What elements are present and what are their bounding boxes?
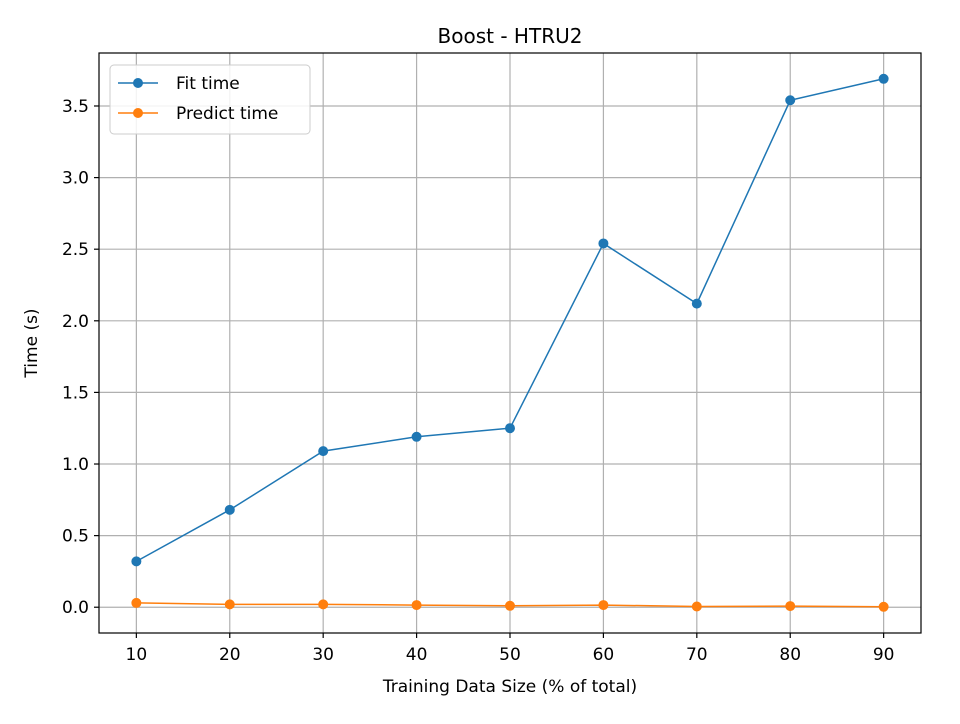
- data-point-predict-time: [224, 599, 235, 610]
- series-fit-time: [131, 73, 889, 567]
- data-point-fit-time: [505, 423, 515, 434]
- y-tick-label: 2.5: [62, 240, 89, 260]
- data-point-fit-time: [691, 298, 702, 309]
- y-axis-label: Time (s): [22, 308, 42, 378]
- legend-label-predict-time: Predict time: [176, 104, 278, 124]
- data-point-fit-time: [318, 446, 329, 457]
- y-tick-label: 0.5: [62, 527, 89, 547]
- y-tick-label: 3.5: [62, 97, 89, 117]
- x-tick-label: 70: [686, 645, 708, 665]
- data-point-fit-time: [411, 431, 422, 442]
- x-tick-label: 60: [593, 645, 615, 665]
- x-axis-label: Training Data Size (% of total): [382, 677, 637, 697]
- legend-marker-fit-time: [133, 78, 143, 88]
- data-point-fit-time: [224, 504, 235, 515]
- x-tick-label: 30: [312, 645, 334, 665]
- legend: Fit time Predict time: [109, 64, 311, 135]
- x-axis-ticks: 10 20 30 40 50 60 70 80 90: [126, 633, 895, 665]
- data-point-predict-time: [691, 601, 702, 612]
- x-tick-label: 90: [873, 645, 895, 665]
- series-predict-time: [131, 597, 889, 612]
- data-point-predict-time: [785, 601, 796, 612]
- legend-label-fit-time: Fit time: [176, 74, 240, 94]
- data-point-predict-time: [318, 599, 329, 610]
- data-point-fit-time: [785, 95, 796, 106]
- data-point-predict-time: [505, 600, 515, 611]
- y-tick-label: 1.5: [62, 383, 89, 403]
- x-tick-label: 10: [126, 645, 148, 665]
- data-point-predict-time: [411, 600, 422, 611]
- legend-box: [109, 64, 311, 135]
- y-tick-label: 1.0: [62, 455, 89, 475]
- chart-title: Boost - HTRU2: [438, 24, 583, 48]
- x-tick-label: 80: [779, 645, 801, 665]
- data-point-fit-time: [598, 238, 609, 249]
- y-tick-label: 3.0: [62, 169, 89, 189]
- data-point-predict-time: [598, 600, 609, 611]
- data-point-predict-time: [878, 601, 889, 612]
- y-tick-label: 2.0: [62, 312, 89, 332]
- y-axis-ticks: 0.0 0.5 1.0 1.5 2.0 2.5 3.0 3.5: [62, 97, 99, 618]
- legend-marker-predict-time: [133, 108, 143, 118]
- gridlines: [99, 53, 921, 633]
- data-point-predict-time: [131, 597, 142, 608]
- x-tick-label: 40: [406, 645, 428, 665]
- data-point-fit-time: [131, 556, 142, 567]
- x-tick-label: 20: [219, 645, 241, 665]
- x-tick-label: 50: [499, 645, 521, 665]
- y-tick-label: 0.0: [62, 598, 89, 618]
- data-point-fit-time: [878, 73, 889, 84]
- series-layer: [131, 73, 889, 612]
